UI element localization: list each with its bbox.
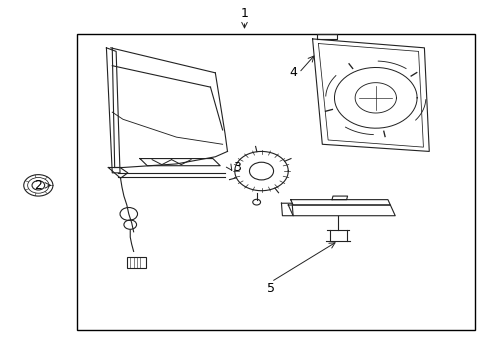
Text: 5: 5 xyxy=(267,283,275,296)
Bar xyxy=(77,33,474,330)
Text: 4: 4 xyxy=(288,66,296,79)
Text: 2: 2 xyxy=(34,179,41,192)
Text: 1: 1 xyxy=(240,8,248,21)
Bar xyxy=(126,257,146,267)
Text: 3: 3 xyxy=(233,161,241,174)
